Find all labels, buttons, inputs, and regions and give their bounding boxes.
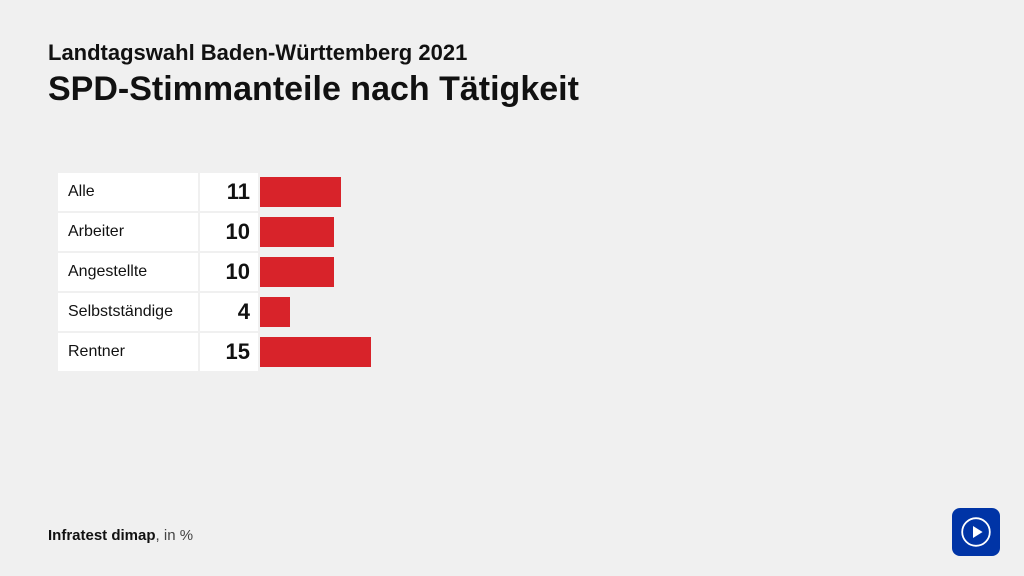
row-value: 10 — [200, 213, 258, 251]
row-label: Selbstständige — [58, 293, 198, 331]
bar-chart: Alle11Arbeiter10Angestellte10Selbstständ… — [58, 173, 708, 371]
row-value: 4 — [200, 293, 258, 331]
chart-row: Arbeiter10 — [58, 213, 708, 251]
row-label: Alle — [58, 173, 198, 211]
row-label: Arbeiter — [58, 213, 198, 251]
broadcaster-logo — [952, 508, 1000, 556]
row-bar — [260, 297, 290, 327]
chart-title: SPD-Stimmanteile nach Tätigkeit — [48, 70, 976, 109]
row-value: 11 — [200, 173, 258, 211]
row-bar-container — [260, 253, 708, 291]
chart-row: Selbstständige4 — [58, 293, 708, 331]
row-label: Rentner — [58, 333, 198, 371]
source-name: Infratest dimap — [48, 527, 156, 544]
row-bar — [260, 257, 334, 287]
row-bar — [260, 217, 334, 247]
row-bar-container — [260, 293, 708, 331]
chart-row: Alle11 — [58, 173, 708, 211]
row-value: 10 — [200, 253, 258, 291]
row-bar — [260, 177, 341, 207]
row-bar-container — [260, 213, 708, 251]
source-unit: , in % — [156, 527, 194, 544]
source-footer: Infratest dimap, in % — [48, 527, 193, 544]
play-icon — [961, 517, 991, 547]
chart-subtitle: Landtagswahl Baden-Württemberg 2021 — [48, 40, 976, 66]
row-label: Angestellte — [58, 253, 198, 291]
chart-row: Angestellte10 — [58, 253, 708, 291]
row-bar-container — [260, 173, 708, 211]
chart-row: Rentner15 — [58, 333, 708, 371]
row-bar-container — [260, 333, 708, 371]
row-bar — [260, 337, 371, 367]
row-value: 15 — [200, 333, 258, 371]
